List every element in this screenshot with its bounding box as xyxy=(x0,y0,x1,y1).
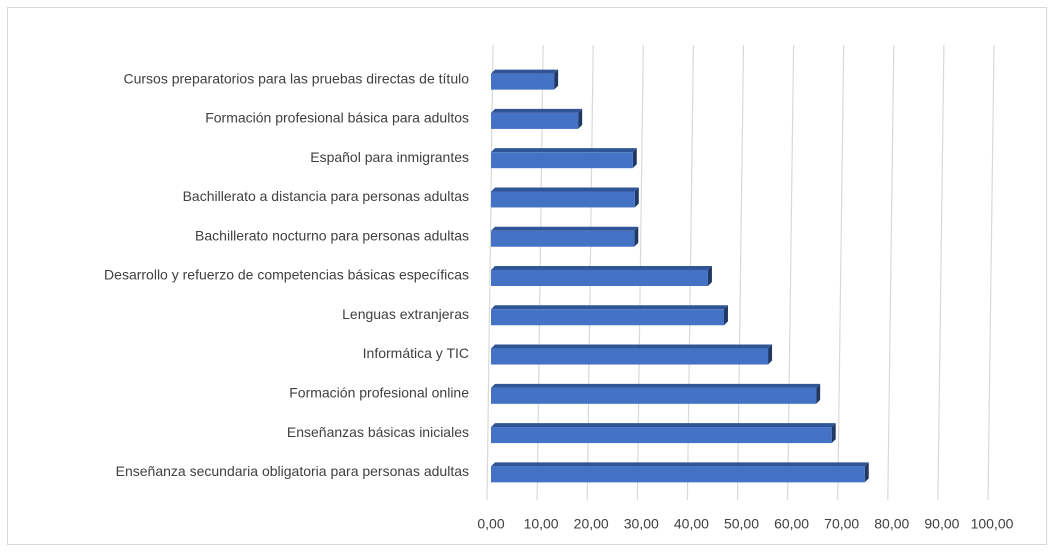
y-tick-label: Formación profesional básica para adulto… xyxy=(205,110,469,126)
y-tick-label: Cursos preparatorios para las pruebas di… xyxy=(123,70,469,86)
x-tick-label: 100,00 xyxy=(971,516,1014,532)
grid-line xyxy=(937,44,945,501)
bar xyxy=(491,383,821,404)
grid-line xyxy=(987,44,995,501)
y-tick-label: Informática y TIC xyxy=(363,345,469,361)
bar xyxy=(491,108,583,129)
x-tick-label: 20,00 xyxy=(574,516,609,532)
bar-front xyxy=(491,427,832,444)
bar-front xyxy=(491,466,865,483)
bar-front xyxy=(491,348,769,365)
x-tick-label: 80,00 xyxy=(874,516,909,532)
bar-side xyxy=(707,266,712,286)
y-tick-label: Desarrollo y refuerzo de competencias bá… xyxy=(104,267,469,283)
y-tick-label: Bachillerato nocturno para personas adul… xyxy=(195,227,469,243)
bar xyxy=(491,69,559,90)
bar-front xyxy=(491,191,635,208)
y-tick-label: Enseñanzas básicas iniciales xyxy=(287,424,469,440)
bar-top xyxy=(491,305,728,310)
bar-top xyxy=(491,344,773,349)
x-tick-label: 70,00 xyxy=(824,516,859,532)
bar-front xyxy=(491,309,724,326)
bar xyxy=(491,187,639,208)
bar-top xyxy=(491,383,821,388)
grid-line xyxy=(887,44,895,501)
x-tick-label: 90,00 xyxy=(924,516,959,532)
bar-top xyxy=(491,423,836,428)
bar-top xyxy=(491,108,583,113)
bar-side xyxy=(578,108,583,129)
bar-front xyxy=(491,270,708,286)
bar-side xyxy=(554,69,559,90)
bar-top xyxy=(491,462,869,467)
y-tick-label: Enseñanza secundaria obligatoria para pe… xyxy=(116,463,469,479)
bar-side xyxy=(816,383,821,404)
bar-side xyxy=(831,423,836,444)
x-tick-label: 30,00 xyxy=(624,516,659,532)
bar xyxy=(491,266,712,286)
bar-side xyxy=(632,148,637,169)
bar-side xyxy=(864,462,869,483)
bar-front xyxy=(491,112,579,129)
bar xyxy=(491,344,773,365)
bar-side xyxy=(723,305,728,326)
bar-top xyxy=(491,148,637,153)
x-tick-label: 50,00 xyxy=(724,516,759,532)
bar xyxy=(491,423,836,444)
y-tick-label: Español para inmigrantes xyxy=(310,149,469,165)
bar-front xyxy=(491,73,555,90)
y-tick-label: Bachillerato a distancia para personas a… xyxy=(183,188,469,204)
bar xyxy=(491,305,728,326)
bar-top xyxy=(491,69,559,74)
bar-top xyxy=(491,187,639,192)
bar-front xyxy=(491,152,633,169)
bar-side xyxy=(634,226,639,247)
y-tick-label: Formación profesional online xyxy=(289,385,469,401)
y-tick-label: Lenguas extranjeras xyxy=(342,306,469,322)
bar-top xyxy=(491,266,712,270)
bar-side xyxy=(768,344,773,365)
bar xyxy=(491,148,637,169)
bar-front xyxy=(491,230,635,247)
bar-top xyxy=(491,226,639,231)
bar-side xyxy=(634,187,639,208)
x-tick-label: 10,00 xyxy=(524,516,559,532)
bar xyxy=(491,226,639,247)
grid-line xyxy=(837,44,845,501)
x-tick-label: 60,00 xyxy=(774,516,809,532)
bar-front xyxy=(491,387,817,404)
x-tick-label: 0,00 xyxy=(477,516,504,532)
x-tick-label: 40,00 xyxy=(674,516,709,532)
bar xyxy=(491,462,869,483)
